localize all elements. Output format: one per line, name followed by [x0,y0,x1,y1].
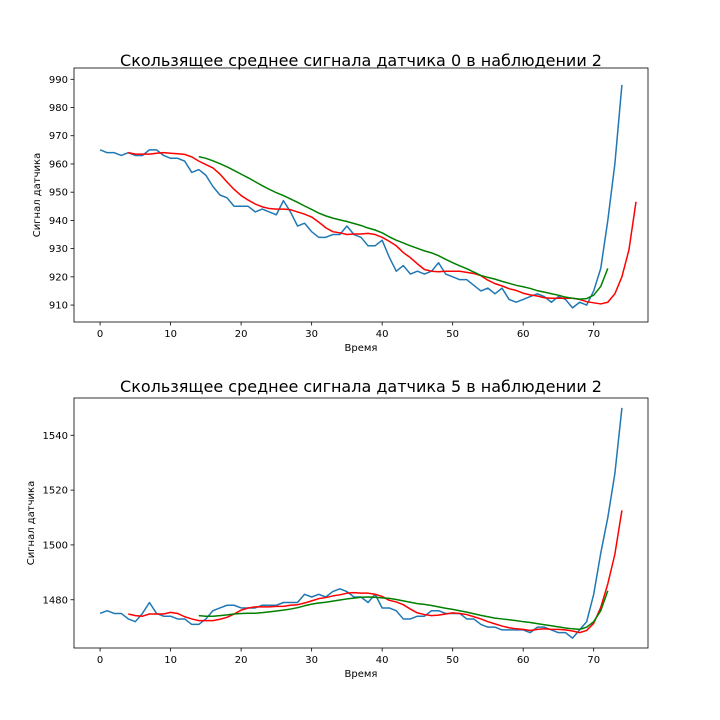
chart-1: Скользящее среднее сигнала датчика 5 в н… [26,377,649,680]
y-tick-label: 1480 [43,595,68,606]
y-tick-label: 910 [49,301,68,312]
x-tick-label: 20 [235,329,248,340]
y-tick-label: 930 [49,244,68,255]
x-tick-label: 50 [446,655,459,666]
y-tick-label: 1540 [43,431,68,442]
x-tick-label: 10 [164,329,177,340]
y-tick-label: 960 [49,159,68,170]
x-tick-label: 0 [97,655,103,666]
series-line-1 [128,151,637,305]
x-tick-label: 20 [235,655,248,666]
series-line-0 [99,84,623,309]
x-tick-label: 0 [97,329,103,340]
x-tick-label: 30 [305,329,318,340]
y-axis-label: Сигнал датчика [32,153,43,237]
x-axis-label: Время [345,669,378,680]
x-tick-label: 40 [376,655,389,666]
series-line-2 [198,590,609,631]
x-tick-label: 60 [517,329,530,340]
series-line-2 [198,155,609,300]
y-tick-label: 1520 [43,486,68,497]
y-axis-label: Сигнал датчика [26,481,37,565]
y-tick-label: 970 [49,131,68,142]
x-axis-label: Время [345,343,378,354]
chart-0: Скользящее среднее сигнала датчика 0 в н… [32,51,649,354]
x-tick-label: 10 [164,655,177,666]
x-tick-label: 40 [376,329,389,340]
x-tick-label: 30 [305,655,318,666]
x-tick-label: 70 [587,655,600,666]
y-tick-label: 950 [49,188,68,199]
y-tick-label: 1500 [43,540,68,551]
y-tick-label: 980 [49,103,68,114]
y-tick-label: 920 [49,272,68,283]
chart-title: Скользящее среднее сигнала датчика 0 в н… [120,51,602,70]
y-tick-label: 990 [49,75,68,86]
plot-frame [73,67,649,323]
series-line-1 [128,510,623,634]
y-tick-label: 940 [49,216,68,227]
x-tick-label: 60 [517,655,530,666]
x-tick-label: 50 [446,329,459,340]
plot-frame [73,397,649,649]
series-line-0 [99,407,623,639]
chart-title: Скользящее среднее сигнала датчика 5 в н… [120,377,602,396]
x-tick-label: 70 [587,329,600,340]
